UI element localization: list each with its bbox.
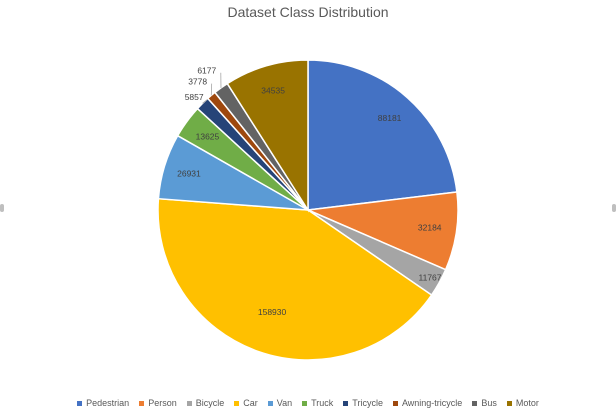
legend-item-van[interactable]: Van bbox=[267, 398, 293, 408]
legend-label-bicycle: Bicycle bbox=[195, 398, 225, 408]
legend-label-car: Car bbox=[243, 398, 258, 408]
legend-label-truck: Truck bbox=[311, 398, 334, 408]
left-resize-handle[interactable] bbox=[0, 204, 4, 212]
legend-label-pedestrian: Pedestrian bbox=[86, 398, 130, 408]
legend-swatch-van bbox=[267, 400, 273, 406]
data-label-motor: 34535 bbox=[261, 85, 285, 95]
legend-item-motor[interactable]: Motor bbox=[506, 398, 539, 408]
legend-swatch-pedestrian bbox=[77, 400, 83, 406]
data-label-person: 32184 bbox=[418, 223, 442, 233]
legend-label-awning-tricycle: Awning-tricycle bbox=[401, 398, 463, 408]
legend-swatch-bicycle bbox=[186, 400, 192, 406]
chart-title: Dataset Class Distribution bbox=[227, 4, 389, 20]
legend-item-person[interactable]: Person bbox=[139, 398, 177, 408]
legend-item-truck[interactable]: Truck bbox=[302, 398, 333, 408]
pie-slice-pedestrian[interactable] bbox=[307, 59, 458, 211]
data-label-truck: 13625 bbox=[196, 132, 220, 142]
data-label-tricycle: 5857 bbox=[185, 92, 204, 102]
chart-legend: Pedestrian Person Bicycle Car Van Truck Tricyc… bbox=[0, 398, 616, 408]
data-label-bus: 6177 bbox=[197, 66, 216, 76]
pie-slice-car[interactable] bbox=[157, 197, 433, 361]
leader-line-tricycle bbox=[202, 98, 209, 104]
legend-swatch-tricycle bbox=[343, 400, 349, 406]
legend-item-tricycle[interactable]: Tricycle bbox=[343, 398, 383, 408]
legend-swatch-car bbox=[234, 400, 240, 406]
right-resize-handle[interactable] bbox=[612, 204, 616, 212]
legend-swatch-awning-tricycle bbox=[392, 400, 398, 406]
legend-item-car[interactable]: Car bbox=[234, 398, 258, 408]
data-label-pedestrian: 88181 bbox=[378, 113, 402, 123]
legend-label-tricycle: Tricycle bbox=[352, 398, 383, 408]
legend-item-bicycle[interactable]: Bicycle bbox=[186, 398, 225, 408]
legend-label-bus: Bus bbox=[481, 398, 497, 408]
legend-item-bus[interactable]: Bus bbox=[472, 398, 497, 408]
legend-label-van: Van bbox=[276, 398, 293, 408]
data-label-bicycle: 11767 bbox=[419, 273, 442, 283]
legend-swatch-truck bbox=[302, 400, 308, 406]
data-label-van: 26931 bbox=[177, 169, 201, 179]
pie-slice-motor[interactable] bbox=[226, 59, 309, 213]
legend-item-awning-tricycle[interactable]: Awning-tricycle bbox=[392, 398, 463, 408]
data-label-car: 158930 bbox=[258, 307, 287, 317]
legend-swatch-motor bbox=[506, 400, 512, 406]
legend-swatch-bus bbox=[472, 400, 478, 406]
legend-label-motor: Motor bbox=[515, 398, 539, 408]
data-label-awning-tricycle: 3778 bbox=[188, 77, 207, 87]
legend-item-pedestrian[interactable]: Pedestrian bbox=[77, 398, 129, 408]
legend-label-person: Person bbox=[148, 398, 177, 408]
legend-swatch-person bbox=[139, 400, 145, 406]
